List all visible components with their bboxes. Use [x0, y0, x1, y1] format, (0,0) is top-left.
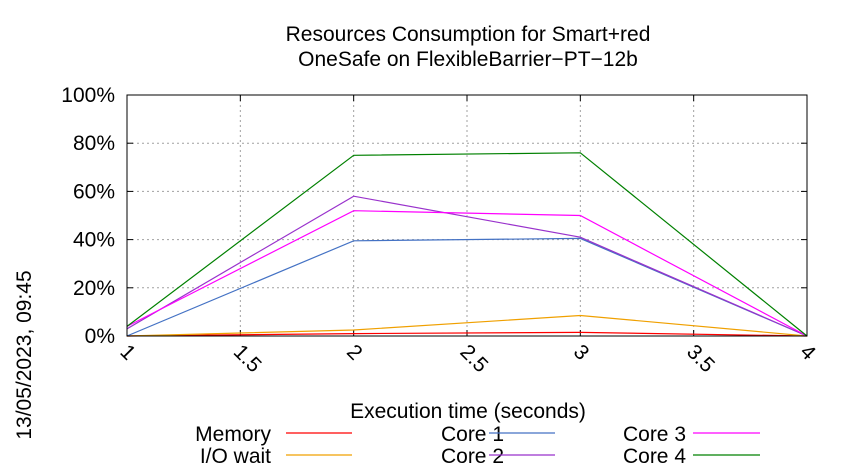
- y-axis: 0% 20% 40% 60% 80% 100%: [61, 84, 807, 348]
- legend-item-core-4: Core 4: [623, 445, 760, 468]
- legend-label: Core 2: [441, 445, 504, 468]
- legend-item-memory: Memory: [195, 423, 352, 446]
- chart-title: Resources Consumption for Smart+red: [286, 23, 651, 46]
- legend-label: Core 3: [623, 423, 686, 446]
- x-tick-label: 4: [795, 340, 820, 365]
- legend-item-core-1: Core 1: [441, 423, 555, 446]
- series-lines: [126, 152, 808, 337]
- y-tick-label: 0%: [85, 325, 115, 348]
- legend-label: I/O wait: [200, 445, 271, 468]
- x-axis-label: Execution time (seconds): [350, 400, 586, 423]
- x-tick-label: 2.5: [455, 340, 492, 377]
- series-line-i-o-wait: [126, 314, 808, 337]
- legend-item-core-2: Core 2: [441, 445, 555, 468]
- legend-item-i-o-wait: I/O wait: [200, 445, 352, 468]
- legend-label: Memory: [195, 423, 271, 446]
- plot-frame: [126, 94, 808, 337]
- chart-subtitle: OneSafe on FlexibleBarrier−PT−12b: [298, 48, 638, 71]
- x-tick-label: 1.5: [229, 340, 266, 377]
- x-tick-label: 3: [569, 340, 594, 365]
- y-tick-label: 40%: [73, 229, 115, 252]
- legend-label: Core 1: [441, 423, 504, 446]
- legend-item-core-3: Core 3: [623, 423, 760, 446]
- side-timestamp: 13/05/2023, 09:45: [13, 270, 36, 439]
- x-tick-label: 3.5: [682, 340, 719, 377]
- series-line-core-2: [126, 195, 808, 337]
- grid: [127, 95, 807, 336]
- y-tick-label: 80%: [73, 132, 115, 155]
- y-tick-label: 100%: [61, 84, 115, 107]
- series-line-memory: [126, 331, 808, 337]
- y-tick-label: 20%: [73, 277, 115, 300]
- series-line-core-3: [126, 210, 808, 337]
- legend-label: Core 4: [623, 445, 686, 468]
- series-line-core-4: [126, 152, 808, 337]
- x-tick-label: 1: [115, 340, 140, 365]
- y-tick-label: 60%: [73, 180, 115, 203]
- x-tick-label: 2: [342, 340, 367, 365]
